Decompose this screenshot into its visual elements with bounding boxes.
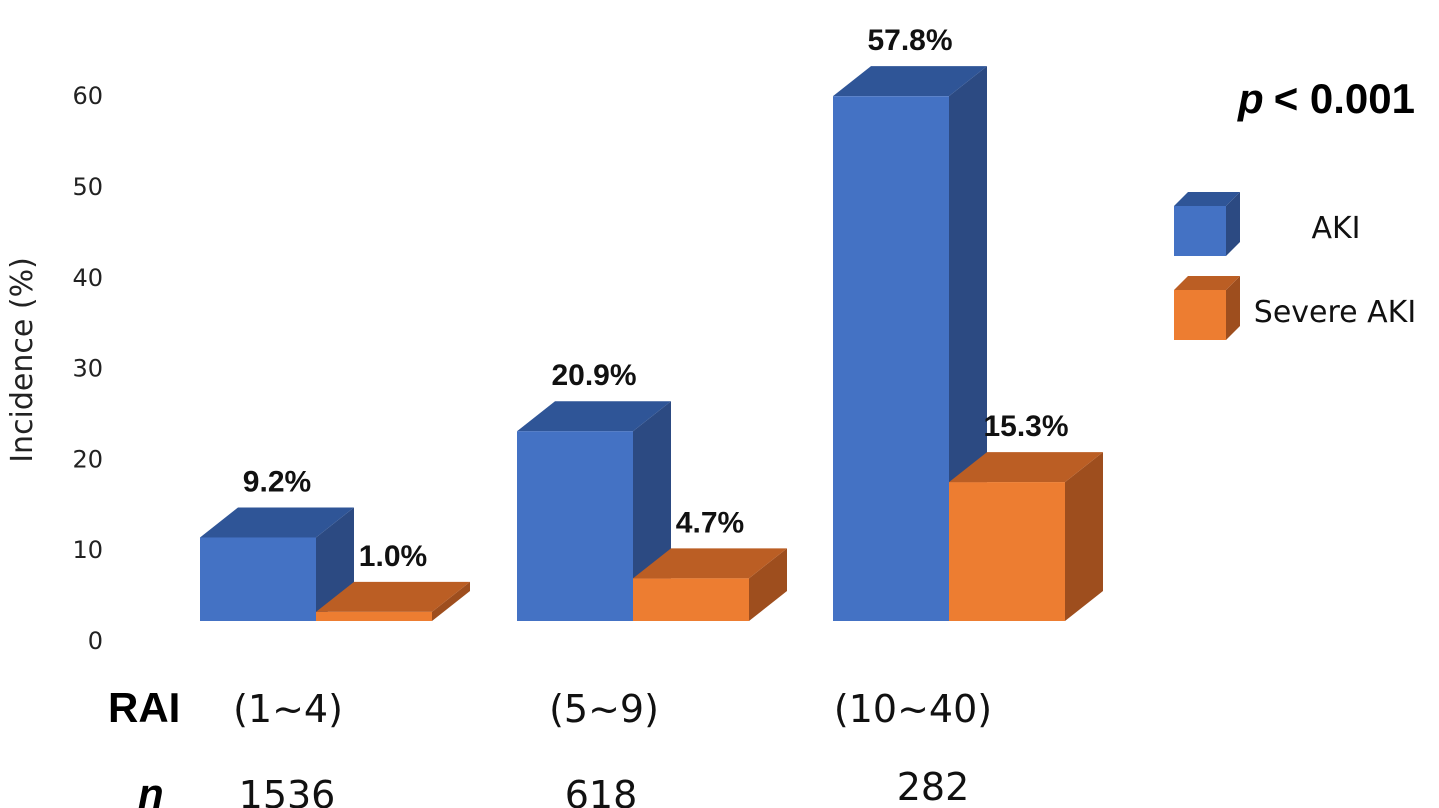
p-value-annotation: p < 0.001 xyxy=(1237,75,1415,122)
bar-front-face xyxy=(949,482,1065,621)
data-label: 9.2% xyxy=(243,465,311,498)
n-value: 1536 xyxy=(239,773,336,808)
bar-top-face xyxy=(517,401,671,432)
data-labels: 9.2% 1.0% 20.9% 4.7% 57.8% 15.3% xyxy=(243,24,1069,573)
bar-aki-1 xyxy=(200,507,354,621)
bars xyxy=(200,66,1103,621)
data-label: 1.0% xyxy=(359,540,427,573)
category-labels: (1~4) (5~9) (10~40) xyxy=(233,687,992,731)
legend: AKI Severe AKI xyxy=(1174,192,1416,340)
p-value-text: < 0.001 xyxy=(1274,75,1415,122)
row-label-rai: RAI xyxy=(108,684,180,731)
y-axis-label: Incidence (%) xyxy=(5,257,40,463)
bar-top-face xyxy=(833,66,987,97)
y-tick-label: 30 xyxy=(72,355,103,383)
bar-severe-aki-1 xyxy=(316,581,470,621)
bar-front-face xyxy=(833,96,949,621)
y-tick-label: 50 xyxy=(72,173,103,201)
category-label: (5~9) xyxy=(549,687,659,731)
y-tick-label: 10 xyxy=(72,536,103,564)
legend-swatch-side xyxy=(1226,276,1240,340)
bar-severe-aki-3 xyxy=(949,452,1103,621)
p-symbol: p xyxy=(1237,75,1264,122)
data-label: 4.7% xyxy=(676,506,744,539)
row-label-n: n xyxy=(138,770,164,808)
legend-swatch-aki xyxy=(1174,192,1240,256)
data-label: 20.9% xyxy=(551,359,636,392)
data-label: 57.8% xyxy=(867,24,952,57)
bar-top-face xyxy=(200,507,354,538)
category-label: (1~4) xyxy=(233,687,343,731)
bar-top-face xyxy=(949,452,1103,483)
bar-side-face xyxy=(1065,452,1103,621)
bar-front-face xyxy=(633,578,749,621)
legend-item-aki: AKI xyxy=(1174,192,1361,256)
legend-swatch-severe-aki xyxy=(1174,276,1240,340)
legend-swatch-side xyxy=(1226,192,1240,256)
bar-top-face xyxy=(633,548,787,579)
y-tick-label: 60 xyxy=(72,82,103,110)
bar-severe-aki-2 xyxy=(633,548,787,621)
category-label: (10~40) xyxy=(834,687,992,731)
y-tick-label: 20 xyxy=(72,445,103,473)
y-tick-label: 40 xyxy=(72,264,103,292)
bar-front-face xyxy=(316,611,432,621)
n-value: 618 xyxy=(565,773,638,808)
bar-front-face xyxy=(200,537,316,621)
bar-front-face xyxy=(517,431,633,621)
legend-label: AKI xyxy=(1311,211,1360,246)
legend-label: Severe AKI xyxy=(1254,295,1416,330)
data-label: 15.3% xyxy=(983,410,1068,443)
bar-side-face xyxy=(749,548,787,621)
bar-side-face xyxy=(432,581,470,621)
y-tick-label: 0 xyxy=(88,627,103,655)
legend-item-severe-aki: Severe AKI xyxy=(1174,276,1416,340)
y-axis-ticks: 0 10 20 30 40 50 60 xyxy=(72,82,103,655)
n-value: 282 xyxy=(897,765,970,808)
legend-swatch-front xyxy=(1174,206,1226,256)
legend-swatch-front xyxy=(1174,290,1226,340)
legend-swatch-top xyxy=(1174,276,1240,290)
n-values: 1536 618 282 xyxy=(239,765,970,808)
legend-swatch-top xyxy=(1174,192,1240,206)
bar-top-face xyxy=(316,581,470,612)
bar-aki-2 xyxy=(517,401,671,621)
